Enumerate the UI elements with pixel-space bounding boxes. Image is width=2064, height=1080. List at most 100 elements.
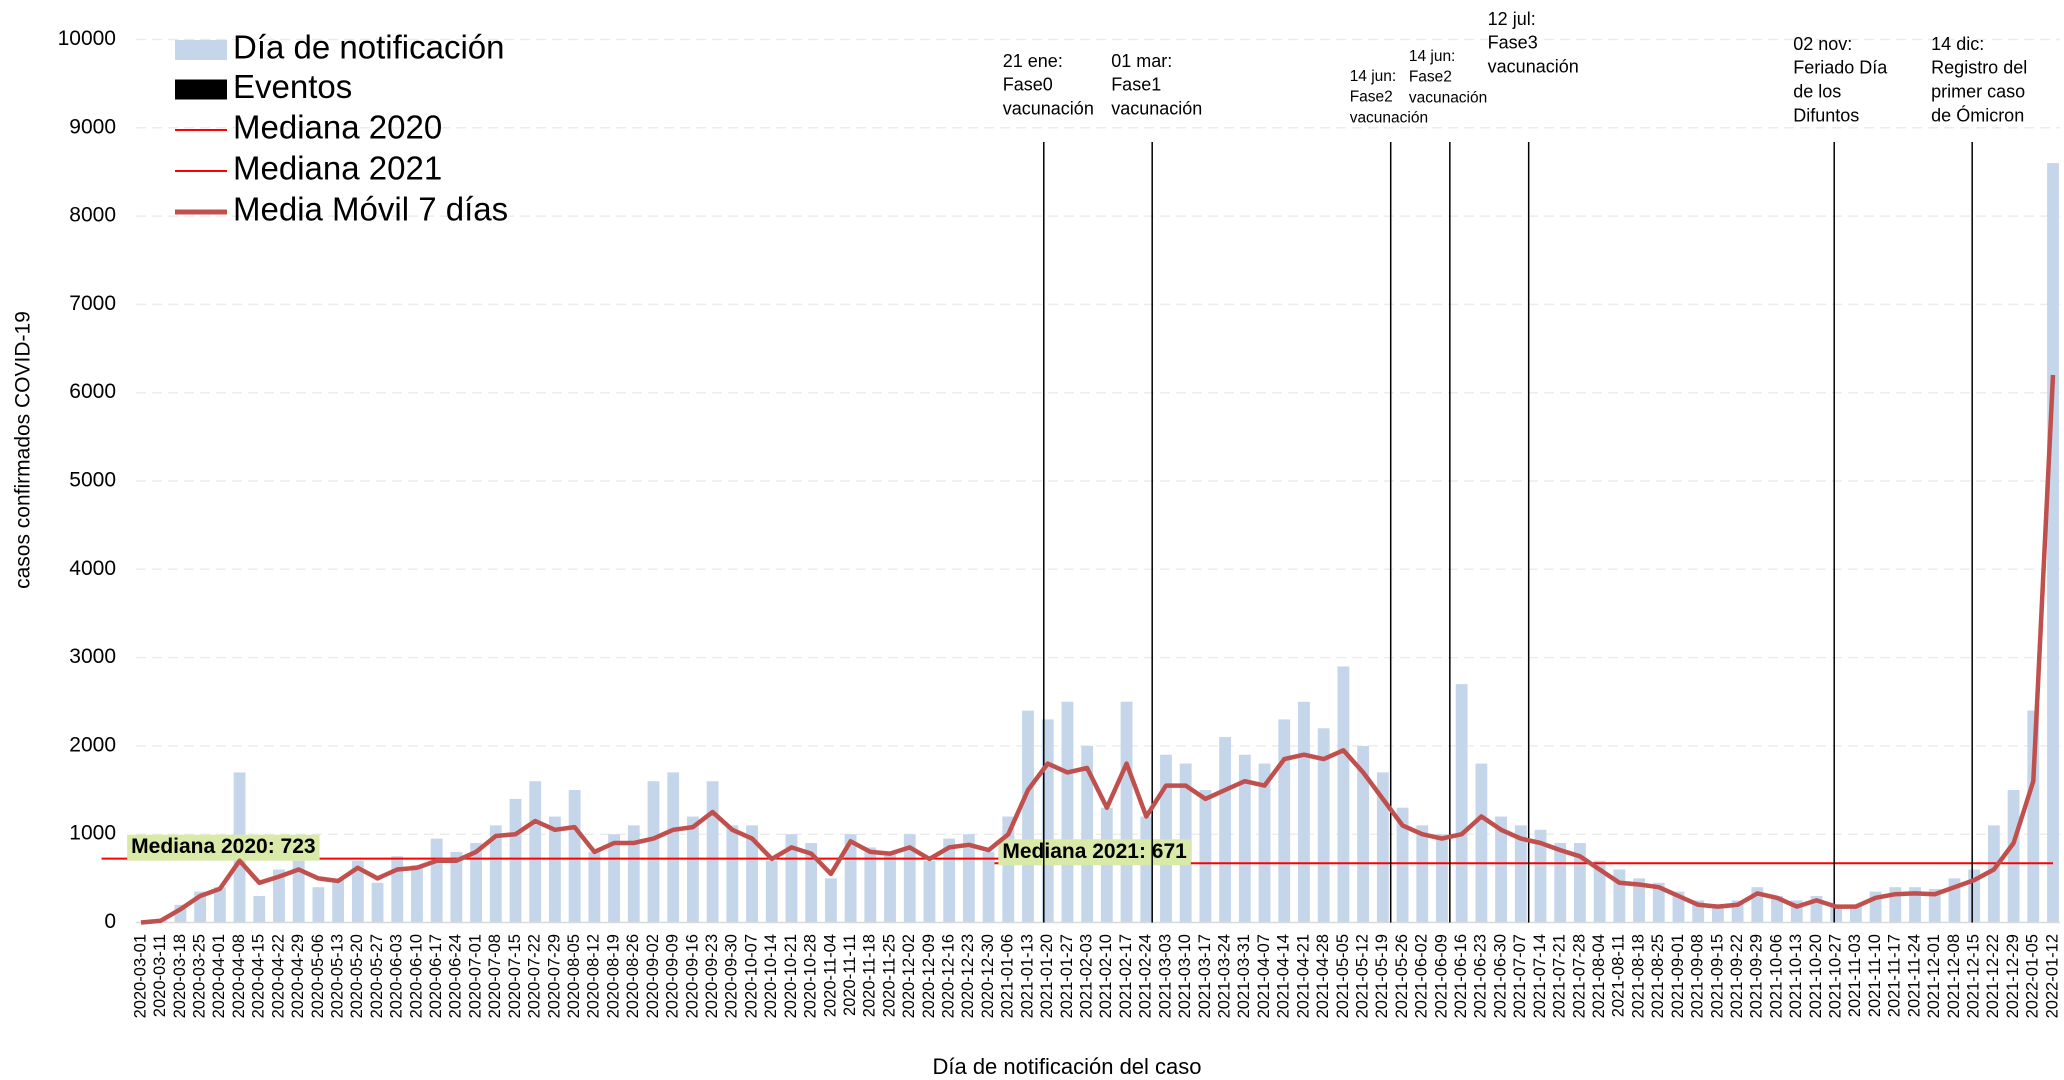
x-tick-label: 2020-05-20: [348, 934, 366, 1018]
bar: [667, 772, 680, 923]
x-tick-label: 2020-07-22: [526, 934, 544, 1018]
x-tick-label: 2021-09-15: [1708, 934, 1726, 1018]
bar: [1771, 896, 1783, 923]
x-tick-label: 2020-07-29: [545, 934, 563, 1018]
x-tick-label: 2021-12-01: [1925, 934, 1943, 1018]
event-label: vacunación: [1488, 57, 1579, 77]
x-tick-label: 2021-09-08: [1689, 934, 1707, 1018]
bar: [1830, 904, 1843, 923]
x-tick-label: 2021-03-10: [1176, 934, 1194, 1018]
x-tick-label: 2021-02-10: [1097, 934, 1115, 1018]
x-tick-label: 2020-10-21: [782, 934, 800, 1018]
bar: [568, 790, 581, 923]
x-tick-label: 2021-01-27: [1058, 934, 1076, 1018]
x-tick-label: 2021-01-06: [999, 934, 1017, 1018]
y-tick-label: 9000: [69, 115, 116, 138]
bar: [1672, 891, 1685, 923]
x-tick-label: 2020-10-14: [762, 934, 780, 1018]
bar: [1455, 684, 1468, 923]
bar: [411, 865, 423, 923]
bar: [549, 816, 561, 923]
bar: [1869, 891, 1882, 923]
bar: [923, 860, 936, 923]
event-label: Registro del: [1931, 58, 2027, 78]
bar: [1396, 807, 1409, 923]
x-tick-label: 2020-06-24: [447, 934, 465, 1018]
bar: [1633, 878, 1645, 923]
x-tick-label: 2021-02-24: [1137, 934, 1155, 1018]
x-tick-label: 2021-05-26: [1393, 934, 1411, 1018]
bar: [391, 856, 404, 923]
bar: [312, 887, 325, 923]
bar: [1199, 790, 1212, 923]
x-tick-label: 2020-08-12: [585, 934, 603, 1018]
bar: [1968, 869, 1981, 923]
x-tick-label: 2020-07-15: [506, 934, 524, 1018]
x-tick-label: 2020-08-26: [624, 934, 642, 1018]
bar: [647, 781, 660, 923]
x-tick-label: 2021-05-12: [1353, 934, 1371, 1018]
bar: [1061, 701, 1074, 923]
x-tick-label: 2020-12-23: [959, 934, 977, 1018]
x-tick-label: 2021-10-27: [1827, 934, 1845, 1018]
event-label: de Ómicron: [1931, 105, 2024, 126]
bar: [805, 843, 818, 923]
x-tick-label: 2021-10-06: [1767, 934, 1785, 1018]
x-tick-label: 2020-09-02: [644, 934, 662, 1018]
bar: [1278, 719, 1291, 923]
bar: [1357, 745, 1370, 923]
x-tick-label: 2021-01-13: [1018, 934, 1036, 1018]
x-tick-label: 2020-09-23: [703, 934, 721, 1018]
bar: [1574, 843, 1586, 923]
event-label: vacunación: [1003, 99, 1094, 119]
x-tick-label: 2021-08-11: [1610, 934, 1628, 1017]
x-tick-label: 2020-04-01: [210, 934, 228, 1018]
bar: [1810, 896, 1823, 923]
x-tick-label: 2020-07-08: [486, 934, 504, 1018]
x-tick-label: 2020-11-04: [821, 934, 839, 1017]
x-tick-label: 2021-04-07: [1255, 934, 1273, 1018]
y-tick-label: 1000: [69, 822, 116, 845]
median-label-bg: [127, 834, 320, 861]
x-tick-label: 2021-11-10: [1866, 934, 1884, 1017]
bar: [1120, 701, 1133, 923]
bar: [1238, 754, 1251, 923]
bar: [608, 834, 620, 923]
x-tick-label: 2020-03-01: [131, 934, 149, 1018]
bar: [489, 825, 502, 923]
bar: [1889, 887, 1902, 923]
event-label: 14 dic:: [1931, 34, 1984, 54]
x-tick-label: 2021-11-17: [1886, 934, 1904, 1017]
bar: [1002, 816, 1015, 923]
x-tick-label: 2021-03-31: [1235, 934, 1253, 1018]
x-tick-label: 2021-07-28: [1570, 934, 1588, 1018]
bar: [1160, 754, 1172, 923]
x-tick-label: 2020-03-18: [171, 934, 189, 1018]
event-label: Fase2: [1409, 69, 1452, 86]
bar: [746, 825, 758, 923]
y-tick-label: 7000: [69, 292, 116, 315]
x-tick-label: 2020-12-09: [920, 934, 938, 1018]
x-tick-label: 2020-08-05: [565, 934, 583, 1018]
bar: [1140, 816, 1153, 923]
bar: [1534, 829, 1547, 923]
x-tick-label: 2020-06-03: [388, 934, 406, 1018]
event-label: primer caso: [1931, 82, 2025, 102]
bar: [1987, 825, 2000, 923]
bar: [1376, 772, 1389, 923]
x-tick-label: 2020-07-01: [466, 934, 484, 1018]
x-tick-label: 2021-12-08: [1945, 934, 1963, 1018]
x-tick-label: 2020-12-02: [900, 934, 918, 1018]
bar: [982, 851, 995, 923]
bar: [1948, 878, 1961, 923]
bar: [1554, 843, 1567, 923]
legend-label: Mediana 2020: [233, 109, 442, 146]
bar: [529, 781, 542, 923]
y-tick-label: 5000: [69, 469, 116, 492]
x-tick-label: 2021-03-24: [1215, 934, 1233, 1018]
bar: [824, 878, 837, 923]
x-tick-label: 2020-12-16: [940, 934, 958, 1018]
x-tick-label: 2022-01-12: [2043, 934, 2061, 1018]
bar: [351, 860, 364, 923]
